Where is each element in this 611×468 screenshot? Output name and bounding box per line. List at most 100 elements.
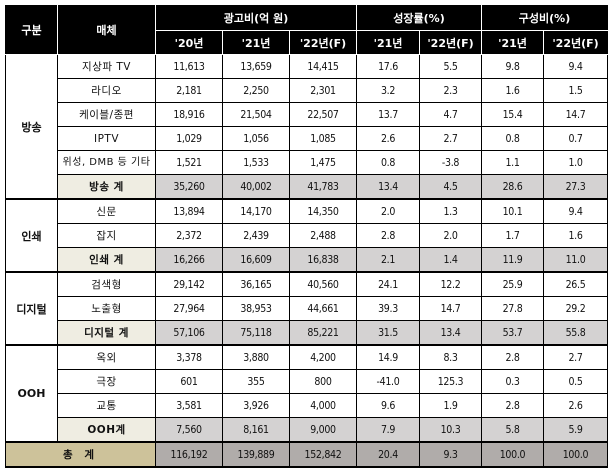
header-ad-spend-2020: '20년 [155,30,223,55]
value-share-2022f: 2.7 [543,344,608,370]
value-ad-spend-2020: 16,266 [155,247,223,273]
value-share-2022f: 26.5 [543,271,608,297]
header-share-2022f: '22년(F) [543,30,608,55]
value-share-2022f: 9.4 [543,198,608,224]
header-ad-spend-2022f: '22년(F) [289,30,357,55]
value-ad-spend-2021: 2,439 [222,223,290,248]
value-ad-spend-2021: 14,170 [222,198,290,224]
header-media: 매체 [57,5,156,55]
value-ad-spend-2022f: 4,000 [289,393,357,418]
ad-spend-table: 구분 매체 광고비(억 원) 성장률(%) 구성비(%) '20년 '21년 '… [5,5,608,468]
table-row: 라디오 2,181 2,250 2,301 3.2 2.3 1.6 1.5 [6,78,608,103]
header-growth-2021: '21년 [356,30,420,55]
value-growth-2022f: 2.0 [419,223,482,248]
value-share-2022f: 14.7 [543,102,608,127]
value-growth-2021: 0.8 [356,150,420,175]
media-cell: IPTV [57,126,156,151]
value-growth-2022f: 125.3 [419,369,482,394]
value-share-2021: 1.7 [481,223,544,248]
value-ad-spend-2022f: 44,661 [289,296,357,321]
value-share-2021: 53.7 [481,320,544,346]
value-ad-spend-2020: 1,029 [155,126,223,151]
value-growth-2022f: 1.9 [419,393,482,418]
header-ad-spend-2021: '21년 [222,30,290,55]
value-growth-2022f: 5.5 [419,54,482,79]
value-ad-spend-2020: 2,372 [155,223,223,248]
value-share-2021: 2.8 [481,344,544,370]
value-ad-spend-2022f: 14,350 [289,198,357,224]
value-growth-2022f: 4.5 [419,174,482,200]
value-ad-spend-2020: 18,916 [155,102,223,127]
media-cell: 교통 [57,393,156,418]
table-row: 디지털 검색형 29,142 36,165 40,560 24.1 12.2 25.9 26.5 [5,271,608,346]
table-row: 노출형 27,964 38,953 44,661 39.3 14.7 27.8 29.2 [6,296,608,321]
value-share-2022f: 9.4 [543,54,608,79]
table-body: 방송 지상파 TV 11,613 13,659 14,415 17.6 5.5 9.8 9.4 라… [5,54,608,468]
table-row: 방송 지상파 TV 11,613 13,659 14,415 17.6 5.5 9.8 9.4 [5,54,608,200]
value-ad-spend-2021: 1,056 [222,126,290,151]
value-share-2022f: 2.6 [543,393,608,418]
value-ad-spend-2020: 29,142 [155,271,223,297]
value-growth-2022f: -3.8 [419,150,482,175]
value-ad-spend-2020: 13,894 [155,198,223,224]
value-share-2022f: 1.6 [543,223,608,248]
value-growth-2022f: 13.4 [419,320,482,346]
subtotal-label: 인쇄 계 [57,247,156,273]
value-ad-spend-2022f: 4,200 [289,344,357,370]
value-growth-2021: -41.0 [356,369,420,394]
category-cell: 디지털 [5,271,58,346]
value-ad-spend-2022f: 40,560 [289,271,357,297]
media-cell: 노출형 [57,296,156,321]
table-row: OOH 옥외 3,378 3,880 4,200 14.9 8.3 2.8 2.7 [5,344,608,443]
header-growth-2022f: '22년(F) [419,30,482,55]
category-cell: OOH [5,344,58,443]
value-ad-spend-2022f: 800 [289,369,357,394]
value-growth-2021: 2.8 [356,223,420,248]
value-share-2022f: 1.5 [543,78,608,103]
value-share-2021: 15.4 [481,102,544,127]
table-row: 극장 601 355 800 -41.0 125.3 0.3 0.5 [6,369,608,394]
media-cell: 신문 [57,198,156,224]
value-ad-spend-2021: 355 [222,369,290,394]
table-row: 인쇄 신문 13,894 14,170 14,350 2.0 1.3 10.1 9.4 [5,198,608,273]
value-growth-2021: 31.5 [356,320,420,346]
media-cell: 위성, DMB 등 기타 [57,150,156,175]
header-ad-spend: 광고비(억 원) [155,5,357,31]
value-growth-2021: 14.9 [356,344,420,370]
value-ad-spend-2021: 16,609 [222,247,290,273]
table-row: 위성, DMB 등 기타 1,521 1,533 1,475 0.8 -3.8 1.1 1.0 [6,150,608,175]
subtotal-label: 방송 계 [57,174,156,200]
value-share-2021: 0.8 [481,126,544,151]
value-ad-spend-2021: 13,659 [222,54,290,79]
category-cell: 인쇄 [5,198,58,273]
value-ad-spend-2021: 2,250 [222,78,290,103]
value-share-2021: 1.1 [481,150,544,175]
value-share-2021: 1.6 [481,78,544,103]
total-ad-spend-2021: 139,889 [222,441,290,468]
value-share-2022f: 27.3 [543,174,608,200]
media-cell: 라디오 [57,78,156,103]
value-ad-spend-2021: 38,953 [222,296,290,321]
table-row: 케이블/종편 18,916 21,504 22,507 13.7 4.7 15.4 14.7 [6,102,608,127]
value-ad-spend-2022f: 2,488 [289,223,357,248]
value-growth-2021: 2.6 [356,126,420,151]
media-cell: 검색형 [57,271,156,297]
value-growth-2021: 2.1 [356,247,420,273]
value-ad-spend-2022f: 85,221 [289,320,357,346]
value-share-2022f: 11.0 [543,247,608,273]
table-row: 잡지 2,372 2,439 2,488 2.8 2.0 1.7 1.6 [6,223,608,248]
value-ad-spend-2021: 75,118 [222,320,290,346]
value-growth-2021: 3.2 [356,78,420,103]
total-growth-2022f: 9.3 [419,441,482,468]
subtotal-row: OOH계 7,560 8,161 9,000 7.9 10.3 5.8 5.9 [6,417,608,443]
subtotal-row: 디지털 계 57,106 75,118 85,221 31.5 13.4 53.7 55.8 [6,320,608,346]
value-share-2021: 25.9 [481,271,544,297]
value-share-2021: 2.8 [481,393,544,418]
value-growth-2021: 13.4 [356,174,420,200]
value-ad-spend-2020: 27,964 [155,296,223,321]
media-cell: 극장 [57,369,156,394]
value-share-2021: 28.6 [481,174,544,200]
value-ad-spend-2022f: 2,301 [289,78,357,103]
value-ad-spend-2022f: 16,838 [289,247,357,273]
table-row: 교통 3,581 3,926 4,000 9.6 1.9 2.8 2.6 [6,393,608,418]
